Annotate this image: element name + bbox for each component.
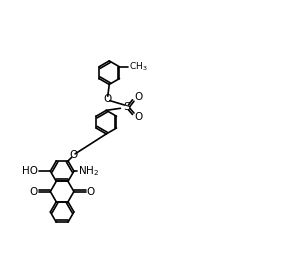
Text: O: O: [87, 186, 95, 197]
Text: NH$_2$: NH$_2$: [78, 164, 100, 178]
Text: O: O: [29, 186, 37, 197]
Text: O: O: [104, 93, 112, 104]
Text: S: S: [123, 102, 131, 112]
Text: HO: HO: [22, 166, 38, 176]
Text: CH$_3$: CH$_3$: [128, 61, 147, 73]
Text: O: O: [134, 112, 142, 122]
Text: O: O: [134, 92, 142, 102]
Text: O: O: [69, 150, 78, 160]
